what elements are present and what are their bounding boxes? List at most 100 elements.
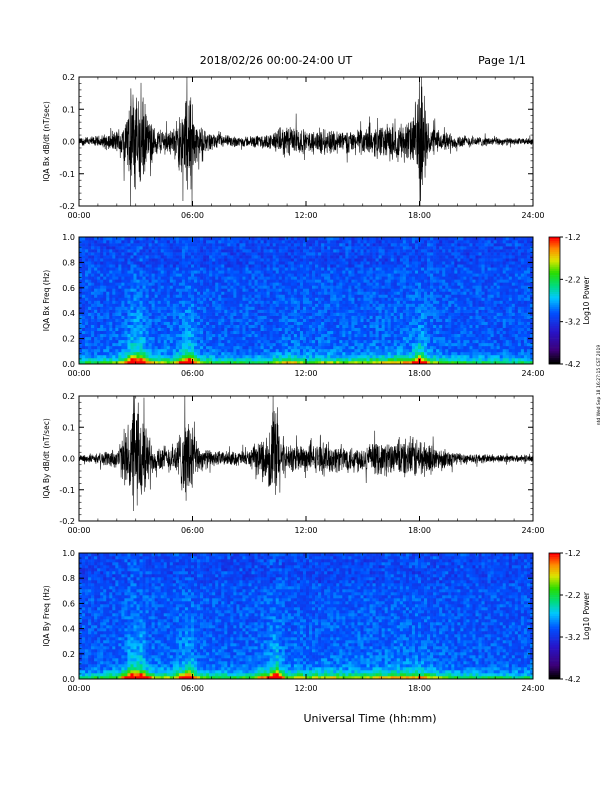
heat-cell [421, 246, 424, 249]
heat-cell [82, 352, 85, 355]
heat-cell [318, 328, 321, 331]
heat-cell [200, 358, 203, 361]
heat-cell [179, 246, 182, 249]
heat-cell [397, 282, 400, 285]
heat-cell [370, 243, 373, 246]
heat-cell [303, 282, 306, 285]
heat-cell [342, 316, 345, 319]
heat-cell [236, 252, 239, 255]
heat-cell [291, 346, 294, 349]
heat-cell [146, 240, 149, 243]
heat-cell [312, 261, 315, 264]
heat-cell [351, 325, 354, 328]
heat-cell [406, 310, 409, 313]
heat-cell [339, 276, 342, 279]
heat-cell [379, 255, 382, 258]
heat-cell [121, 331, 124, 334]
heat-cell [364, 279, 367, 282]
heat-cell [100, 294, 103, 297]
heat-cell [373, 343, 376, 346]
heat-cell [255, 279, 258, 282]
heat-cell [158, 313, 161, 316]
heat-cell [121, 273, 124, 276]
heat-cell [242, 319, 245, 322]
heat-cell [200, 243, 203, 246]
heat-cell [236, 285, 239, 288]
heat-cell [330, 282, 333, 285]
heat-cell [264, 267, 267, 270]
heat-cell [400, 261, 403, 264]
heat-cell [143, 279, 146, 282]
heat-cell [330, 246, 333, 249]
heat-cell [261, 316, 264, 319]
heat-cell [339, 319, 342, 322]
heat-cell [97, 282, 100, 285]
heat-cell [143, 355, 146, 358]
heat-cell [379, 358, 382, 361]
heat-cell [140, 340, 143, 343]
heat-cell [261, 282, 264, 285]
heat-cell [379, 325, 382, 328]
heat-cell [300, 288, 303, 291]
heat-cell [367, 276, 370, 279]
heat-cell [197, 307, 200, 310]
heat-cell [127, 285, 130, 288]
heat-cell [279, 346, 282, 349]
heat-cell [306, 337, 309, 340]
heat-cell [176, 252, 179, 255]
heat-cell [327, 255, 330, 258]
heat-cell [376, 246, 379, 249]
heat-cell [197, 288, 200, 291]
heat-cell [288, 240, 291, 243]
heat-cell [327, 294, 330, 297]
heat-cell [242, 249, 245, 252]
heat-cell [282, 297, 285, 300]
heat-cell [360, 334, 363, 337]
heat-cell [179, 349, 182, 352]
heat-cell [339, 313, 342, 316]
heat-cell [152, 328, 155, 331]
heat-cell [212, 264, 215, 267]
heat-cell [158, 264, 161, 267]
heat-cell [191, 243, 194, 246]
heat-cell [143, 285, 146, 288]
heat-cell [176, 334, 179, 337]
heat-cell [255, 291, 258, 294]
heat-cell [324, 328, 327, 331]
heat-cell [348, 294, 351, 297]
heat-cell [109, 322, 112, 325]
heat-cell [273, 264, 276, 267]
heat-cell [115, 331, 118, 334]
heat-cell [394, 240, 397, 243]
heat-cell [376, 310, 379, 313]
heat-cell [115, 279, 118, 282]
heat-cell [188, 340, 191, 343]
heat-cell [394, 328, 397, 331]
heat-cell [224, 243, 227, 246]
heat-cell [88, 334, 91, 337]
heat-cell [182, 261, 185, 264]
heat-cell [309, 340, 312, 343]
heat-cell [409, 337, 412, 340]
heat-cell [140, 343, 143, 346]
heat-cell [300, 291, 303, 294]
heat-cell [164, 358, 167, 361]
heat-cell [158, 322, 161, 325]
heat-cell [300, 322, 303, 325]
heat-cell [303, 285, 306, 288]
heat-cell [294, 267, 297, 270]
heat-cell [206, 313, 209, 316]
heat-cell [303, 297, 306, 300]
heat-cell [376, 243, 379, 246]
heat-cell [288, 337, 291, 340]
heat-cell [218, 261, 221, 264]
heat-cell [179, 343, 182, 346]
heat-cell [173, 243, 176, 246]
heat-cell [303, 255, 306, 258]
heat-cell [367, 343, 370, 346]
heat-cell [370, 307, 373, 310]
heat-cell [94, 258, 97, 261]
heat-cell [239, 346, 242, 349]
heat-cell [194, 301, 197, 304]
heat-cell [400, 267, 403, 270]
